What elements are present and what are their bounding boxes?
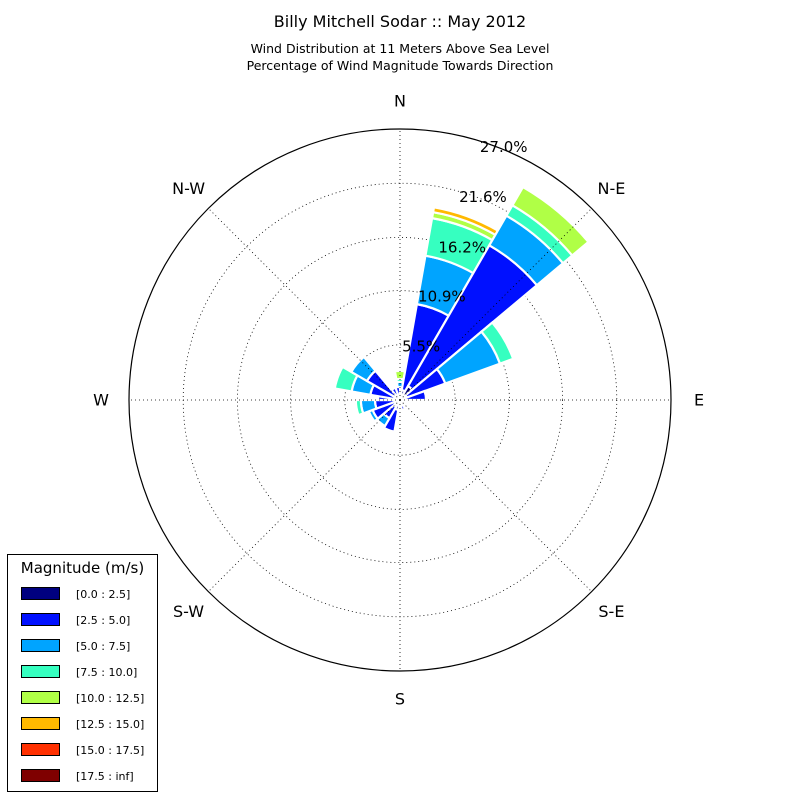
angular-gridline — [208, 399, 401, 592]
legend-title: Magnitude (m/s) — [20, 559, 145, 577]
radial-tick-label: 16.2% — [438, 238, 486, 256]
chart-subtitle-line-1: Wind Distribution at 11 Meters Above Sea… — [250, 41, 550, 56]
radial-tick-label: 21.6% — [459, 188, 507, 206]
legend-swatch — [21, 691, 60, 704]
wind-bars — [333, 185, 590, 433]
direction-label: W — [93, 391, 109, 410]
legend-label: [7.5 : 10.0] — [76, 666, 138, 679]
legend-swatch — [21, 613, 60, 626]
radial-tick-label: 27.0% — [480, 138, 528, 156]
outer-ring — [128, 128, 672, 672]
legend: Magnitude (m/s) [0.0 : 2.5] [2.5 : 5.0] [5… — [7, 554, 158, 792]
radial-gridline — [236, 236, 564, 564]
direction-label: N — [394, 92, 406, 111]
legend-swatch — [21, 639, 60, 652]
wind-bar-segment — [394, 385, 402, 399]
radial-tick-label: 5.5% — [402, 337, 440, 355]
radial-tick-label: 10.9% — [418, 287, 466, 305]
angular-gridline — [399, 399, 592, 592]
legend-swatch — [21, 743, 60, 756]
wind-bar-segment — [382, 407, 400, 433]
direction-label: N-E — [597, 179, 625, 198]
legend-label: [12.5 : 15.0] — [76, 718, 145, 731]
legend-label: [2.5 : 5.0] — [76, 614, 131, 627]
legend-swatch — [21, 717, 60, 730]
direction-label: N-W — [172, 179, 205, 198]
axis-labels: N N-E E S-E S S-W W N-W 5.5% 10.9% 16.2% 21.6% 27.0% — [93, 92, 704, 709]
wind-bar-segment — [510, 185, 590, 258]
legend-label: [0.0 : 2.5] — [76, 588, 131, 601]
angular-gridline — [208, 208, 401, 401]
wind-bar-segment — [399, 402, 407, 412]
legend-label: [17.5 : inf] — [76, 770, 134, 783]
legend-swatch — [21, 587, 60, 600]
chart-title: Billy Mitchell Sodar :: May 2012 — [273, 12, 527, 31]
legend-label: [10.0 : 12.5] — [76, 692, 145, 705]
angular-gridlines — [129, 129, 671, 671]
legend-swatch — [21, 665, 60, 678]
wind-bar-segment — [403, 389, 428, 402]
wind-bar-segment — [479, 321, 515, 366]
chart-subtitle-line-2: Percentage of Wind Magnitude Towards Dir… — [246, 58, 554, 73]
radial-gridline — [344, 344, 456, 456]
direction-label: S-W — [173, 602, 204, 621]
direction-label: E — [694, 391, 704, 410]
legend-label: [15.0 : 17.5] — [76, 744, 145, 757]
direction-label: S-E — [598, 602, 624, 621]
legend-swatch — [21, 769, 60, 782]
direction-label: S — [395, 690, 405, 709]
wind-bar-segment — [349, 355, 378, 383]
legend-label: [5.0 : 7.5] — [76, 640, 131, 653]
